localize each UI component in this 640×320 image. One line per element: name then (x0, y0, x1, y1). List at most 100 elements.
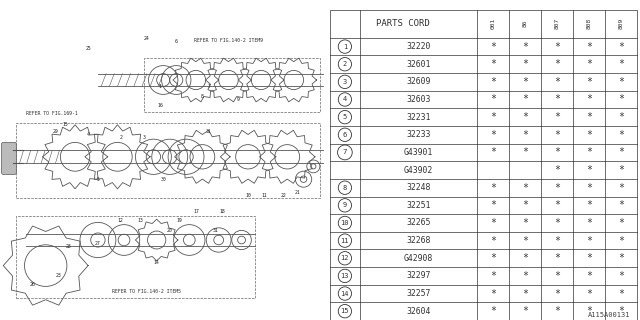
Text: 30: 30 (161, 177, 166, 182)
Text: 11: 11 (340, 238, 349, 244)
Text: *: * (554, 165, 560, 175)
Text: *: * (522, 183, 528, 193)
Text: *: * (618, 42, 624, 52)
Text: *: * (522, 112, 528, 122)
Text: *: * (618, 112, 624, 122)
Text: 32265: 32265 (406, 219, 431, 228)
Text: 12: 12 (118, 218, 124, 223)
Text: 3: 3 (343, 79, 347, 85)
Text: *: * (490, 94, 496, 105)
Text: *: * (586, 236, 592, 246)
Text: *: * (586, 165, 592, 175)
Text: *: * (586, 218, 592, 228)
Text: *: * (522, 271, 528, 281)
Text: 32220: 32220 (406, 42, 431, 51)
Text: 15: 15 (340, 308, 349, 314)
Text: G43902: G43902 (404, 165, 433, 175)
Text: 32604: 32604 (406, 307, 431, 316)
Text: *: * (522, 59, 528, 69)
Text: *: * (618, 253, 624, 263)
Text: 8: 8 (343, 185, 347, 191)
Text: *: * (522, 42, 528, 52)
Text: 4: 4 (343, 97, 347, 102)
Text: *: * (586, 183, 592, 193)
Text: *: * (618, 94, 624, 105)
Text: 8: 8 (201, 93, 204, 99)
Text: *: * (554, 218, 560, 228)
Text: *: * (522, 306, 528, 316)
Text: 13: 13 (138, 218, 143, 223)
Text: *: * (586, 253, 592, 263)
Text: 6: 6 (175, 39, 178, 44)
Text: *: * (554, 306, 560, 316)
Text: *: * (618, 289, 624, 299)
Text: 23: 23 (56, 273, 61, 278)
Text: *: * (618, 183, 624, 193)
Text: PARTS CORD: PARTS CORD (376, 19, 430, 28)
Text: *: * (490, 236, 496, 246)
Text: *: * (618, 218, 624, 228)
Text: 14: 14 (340, 291, 349, 297)
Text: 10: 10 (340, 220, 349, 226)
Text: 28: 28 (66, 244, 72, 249)
Text: 21: 21 (294, 189, 300, 195)
Text: *: * (490, 130, 496, 140)
Text: 32251: 32251 (406, 201, 431, 210)
Text: *: * (586, 289, 592, 299)
Text: *: * (490, 200, 496, 210)
Text: 31: 31 (212, 228, 218, 233)
Text: *: * (522, 130, 528, 140)
Text: 32248: 32248 (406, 183, 431, 192)
Text: *: * (522, 94, 528, 105)
Text: 9: 9 (237, 97, 240, 102)
Text: *: * (618, 200, 624, 210)
Text: *: * (586, 59, 592, 69)
Text: *: * (522, 77, 528, 87)
Text: *: * (586, 77, 592, 87)
Text: *: * (554, 148, 560, 157)
Text: A115A00131: A115A00131 (588, 312, 630, 318)
Bar (17, 123, 320, 198)
Text: *: * (490, 42, 496, 52)
Text: 2: 2 (119, 135, 122, 140)
Text: *: * (554, 253, 560, 263)
Text: 5: 5 (343, 114, 347, 120)
Text: *: * (554, 183, 560, 193)
Text: 3: 3 (142, 135, 145, 140)
Text: 1: 1 (159, 84, 161, 89)
Text: *: * (618, 165, 624, 175)
Text: 26: 26 (30, 282, 35, 287)
Text: 18: 18 (219, 209, 225, 214)
Text: 16: 16 (157, 103, 163, 108)
Text: *: * (586, 130, 592, 140)
Text: 29: 29 (52, 129, 58, 134)
Text: *: * (490, 59, 496, 69)
Text: 86: 86 (522, 20, 527, 28)
Text: 32257: 32257 (406, 289, 431, 298)
Text: 10: 10 (245, 193, 251, 198)
Text: *: * (490, 271, 496, 281)
Text: *: * (522, 148, 528, 157)
Text: *: * (522, 253, 528, 263)
Text: 32609: 32609 (406, 77, 431, 86)
Bar (17, 216, 255, 298)
Text: *: * (554, 289, 560, 299)
Text: *: * (522, 236, 528, 246)
Text: 22: 22 (281, 193, 287, 198)
Text: 12: 12 (340, 255, 349, 261)
Text: *: * (618, 77, 624, 87)
Text: *: * (618, 306, 624, 316)
Text: G43901: G43901 (404, 148, 433, 157)
Text: *: * (490, 77, 496, 87)
Text: *: * (618, 59, 624, 69)
Text: *: * (586, 271, 592, 281)
Text: 9: 9 (343, 202, 347, 208)
Text: 11: 11 (262, 193, 268, 198)
Text: *: * (490, 306, 496, 316)
FancyBboxPatch shape (2, 142, 17, 174)
Text: *: * (586, 42, 592, 52)
Text: *: * (490, 112, 496, 122)
Text: REFER TO FIG.140-2 ITEM9: REFER TO FIG.140-2 ITEM9 (194, 37, 263, 43)
Text: 001: 001 (490, 18, 495, 29)
Text: *: * (586, 148, 592, 157)
